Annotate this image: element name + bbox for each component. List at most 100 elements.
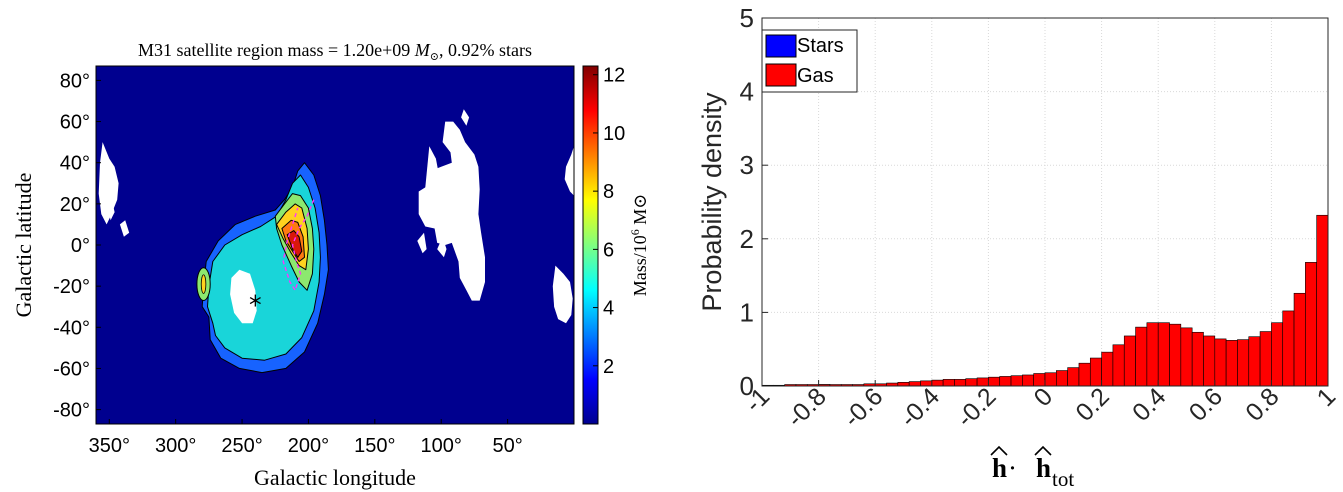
- bar-gas: [1214, 338, 1227, 387]
- contour-side-blob-core: [200, 274, 207, 294]
- hist-x-tick-label: -0.6: [838, 382, 888, 432]
- map-y-axis-label: Galactic latitude: [11, 173, 36, 318]
- bar-gas: [1316, 214, 1329, 387]
- map-y-tick-label: 40°: [60, 153, 90, 175]
- xlabel-sub-tot: tot: [1052, 467, 1074, 491]
- no-data-region: [108, 199, 115, 221]
- legend-label-gas: Gas: [797, 65, 834, 87]
- bar-gas: [1225, 340, 1238, 387]
- colorbar-tick-label: 4: [603, 298, 614, 320]
- bar-gas: [1237, 339, 1250, 387]
- colorbar: [582, 65, 599, 425]
- bar-gas: [1101, 351, 1114, 387]
- xlabel-h-hat: h: [992, 453, 1007, 483]
- colorbar-label: Mass/106 M⊙: [628, 194, 650, 297]
- legend: Stars Gas: [761, 29, 858, 93]
- no-data-region: [417, 232, 427, 254]
- map-x-tick-label: 50°: [492, 435, 522, 457]
- colorbar-tick-label: 10: [603, 123, 625, 145]
- bar-gas: [1112, 344, 1125, 387]
- bar-gas: [1123, 335, 1136, 387]
- map-layers: [98, 109, 574, 374]
- bar-gas: [1305, 262, 1317, 387]
- hist-x-tick-label: 0.6: [1184, 382, 1228, 426]
- hist-y-ticks: 0 1 2 3 4 5: [740, 3, 768, 401]
- hist-x-tick-label: 0.4: [1127, 382, 1171, 426]
- bar-gas: [1157, 322, 1170, 387]
- map-x-tick-label: 300°: [155, 435, 196, 457]
- xlabel-h-hat-tot: h: [1036, 453, 1051, 483]
- hist-x-tick-label: 0.8: [1240, 382, 1284, 426]
- bar-gas: [1044, 372, 1057, 387]
- no-data-region: [437, 236, 447, 258]
- bar-gas: [999, 376, 1012, 387]
- bar-gas: [1089, 357, 1102, 387]
- bar-gas: [1271, 322, 1284, 387]
- hist-x-axis-label: h · h tot: [990, 445, 1074, 491]
- map-x-tick-label: 100°: [421, 435, 462, 457]
- bar-gas: [1078, 362, 1091, 387]
- no-data-region: [418, 121, 485, 301]
- hist-y-tick-label: 4: [740, 77, 754, 107]
- contour-level-12: [286, 230, 303, 258]
- hist-x-tick-label: 0.2: [1070, 382, 1114, 426]
- bar-gas: [988, 376, 1001, 387]
- hist-y-tick-label: 1: [740, 297, 754, 327]
- hist-y-tick-label: 2: [740, 224, 754, 254]
- map-x-tick-label: 150°: [354, 435, 395, 457]
- hist-x-tick-label: -0.8: [782, 382, 832, 432]
- no-data-region: [461, 109, 470, 126]
- bar-gas: [1169, 323, 1182, 387]
- no-data-region: [119, 220, 130, 237]
- bar-gas: [1203, 335, 1216, 387]
- map-y-tick-label: 60°: [60, 112, 90, 134]
- bar-gas: [942, 379, 955, 387]
- bar-gas: [1010, 375, 1023, 387]
- bar-gas: [1022, 374, 1034, 387]
- bar-gas: [1180, 327, 1193, 387]
- map-background: [96, 66, 574, 424]
- colorbar-ticks: 2 4 6 8 10 12: [593, 65, 625, 378]
- map-y-tick-label: -40°: [53, 317, 90, 339]
- hist-y-tick-label: 5: [740, 3, 754, 33]
- map-x-tick-label: 200°: [288, 435, 329, 457]
- bar-gas: [931, 379, 944, 387]
- bar-gas: [1146, 322, 1159, 387]
- map-x-ticks: 350° 300° 250° 200° 150° 100° 50°: [89, 419, 523, 457]
- bar-gas: [1259, 331, 1272, 387]
- no-data-region: [230, 269, 257, 324]
- map-y-tick-label: -20°: [53, 276, 90, 298]
- bar-gas: [1135, 326, 1148, 387]
- bar-gas: [1067, 367, 1080, 387]
- legend-swatch-gas: [765, 63, 797, 87]
- colorbar-tick-label: 8: [603, 181, 614, 203]
- bar-gas: [908, 381, 921, 387]
- hist-x-ticks: -1 -0.8 -0.6 -0.4 -0.2 0 0.2 0.4 0.6 0.8 1: [740, 380, 1342, 433]
- map-y-tick-label: -60°: [53, 358, 90, 380]
- xlabel-dot: ·: [1008, 453, 1017, 483]
- bar-gas: [897, 382, 910, 387]
- no-data-region: [98, 142, 119, 225]
- bar-gas: [1282, 310, 1295, 387]
- hat-accent-2: [1034, 445, 1052, 456]
- legend-swatch-stars: [765, 34, 797, 58]
- hist-x-tick-label: 0: [1029, 382, 1059, 412]
- satellite-track-line: [282, 199, 315, 292]
- map-y-tick-label: 80°: [60, 70, 90, 92]
- map-title: M31 satellite region mass = 1.20e+09 M⊙,…: [138, 40, 532, 63]
- hist-x-tick-label: 1: [1312, 382, 1342, 412]
- map-y-ticks: 80° 60° 40° 20° 0° -20° -40° -60° -80°: [53, 70, 101, 422]
- colorbar-tick-label: 6: [603, 239, 614, 261]
- m31-marker: [249, 294, 261, 307]
- map-panel: M31 satellite region mass = 1.20e+09 M⊙,…: [11, 40, 650, 490]
- bar-gas: [1248, 336, 1261, 387]
- map-y-tick-label: -80°: [53, 400, 90, 422]
- hist-y-tick-label: 0: [740, 371, 754, 401]
- hist-x-tick-label: -0.4: [895, 382, 945, 432]
- bar-gas: [1293, 292, 1306, 387]
- hat-accent-1: [990, 445, 1008, 456]
- no-data-region: [425, 146, 439, 188]
- bar-gas: [1056, 370, 1068, 387]
- no-data-region: [552, 265, 573, 324]
